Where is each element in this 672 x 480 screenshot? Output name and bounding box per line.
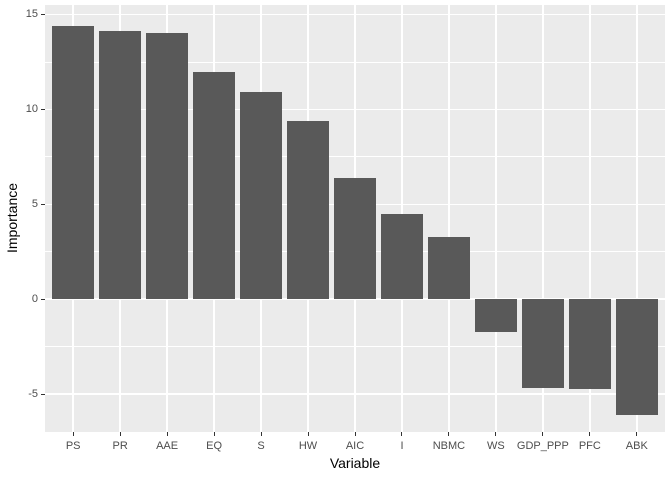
category-gridline [542,5,544,432]
x-tick-label: AAE [156,440,179,452]
bar-PR [99,30,142,300]
bar-PFC [568,299,611,390]
x-tick-label: AIC [345,440,365,452]
x-tick-label: S [257,440,265,452]
y-tick-label: -5 [28,387,38,400]
x-tick-mark [401,432,403,436]
x-tick-mark [166,432,168,436]
x-tick-mark [260,432,262,436]
x-tick-mark [307,432,309,436]
x-tick-mark [636,432,638,436]
x-tick-mark [542,432,544,436]
bar-ABK [615,299,658,415]
bar-S [239,92,283,300]
bar-I [380,213,424,300]
plot-panel [45,5,665,432]
x-tick-label: EQ [206,440,223,452]
category-gridline [448,5,450,432]
x-tick-mark [119,432,121,436]
y-tick-mark [41,108,45,110]
x-tick-label: HW [298,440,318,452]
y-tick-mark [41,203,45,205]
bar-PS [52,25,95,300]
y-tick-mark [41,298,45,300]
category-gridline [495,5,497,432]
x-tick-mark [589,432,591,436]
x-tick-label: I [400,440,404,452]
bar-WS [474,299,518,333]
x-tick-label: ABK [625,440,648,452]
x-tick-mark [72,432,74,436]
x-tick-mark [448,432,450,436]
y-tick-mark [41,393,45,395]
y-tick-label: 0 [31,292,38,305]
x-tick-label: NBMC [432,440,466,452]
bar-AAE [145,32,189,300]
x-tick-mark [495,432,497,436]
x-tick-label: PS [65,440,81,452]
x-tick-label: WS [487,440,505,452]
y-tick-label: 10 [25,102,38,115]
bar-HW [286,120,330,300]
category-gridline [636,5,638,432]
x-tick-mark [213,432,215,436]
x-tick-mark [354,432,356,436]
y-axis-title: Importance [4,182,20,254]
x-axis-title: Variable [329,455,381,471]
x-tick-label: PFC [578,440,601,452]
bar-NBMC [427,236,471,300]
y-tick-label: 5 [31,197,38,210]
category-gridline [589,5,591,432]
y-tick-mark [41,13,45,15]
bar-GDP_PPP [521,299,564,389]
x-tick-label: GDP_PPP [516,440,569,452]
bar-AIC [333,177,377,300]
y-tick-label: 15 [25,7,38,20]
bar-EQ [192,72,236,300]
x-tick-label: PR [112,440,128,452]
